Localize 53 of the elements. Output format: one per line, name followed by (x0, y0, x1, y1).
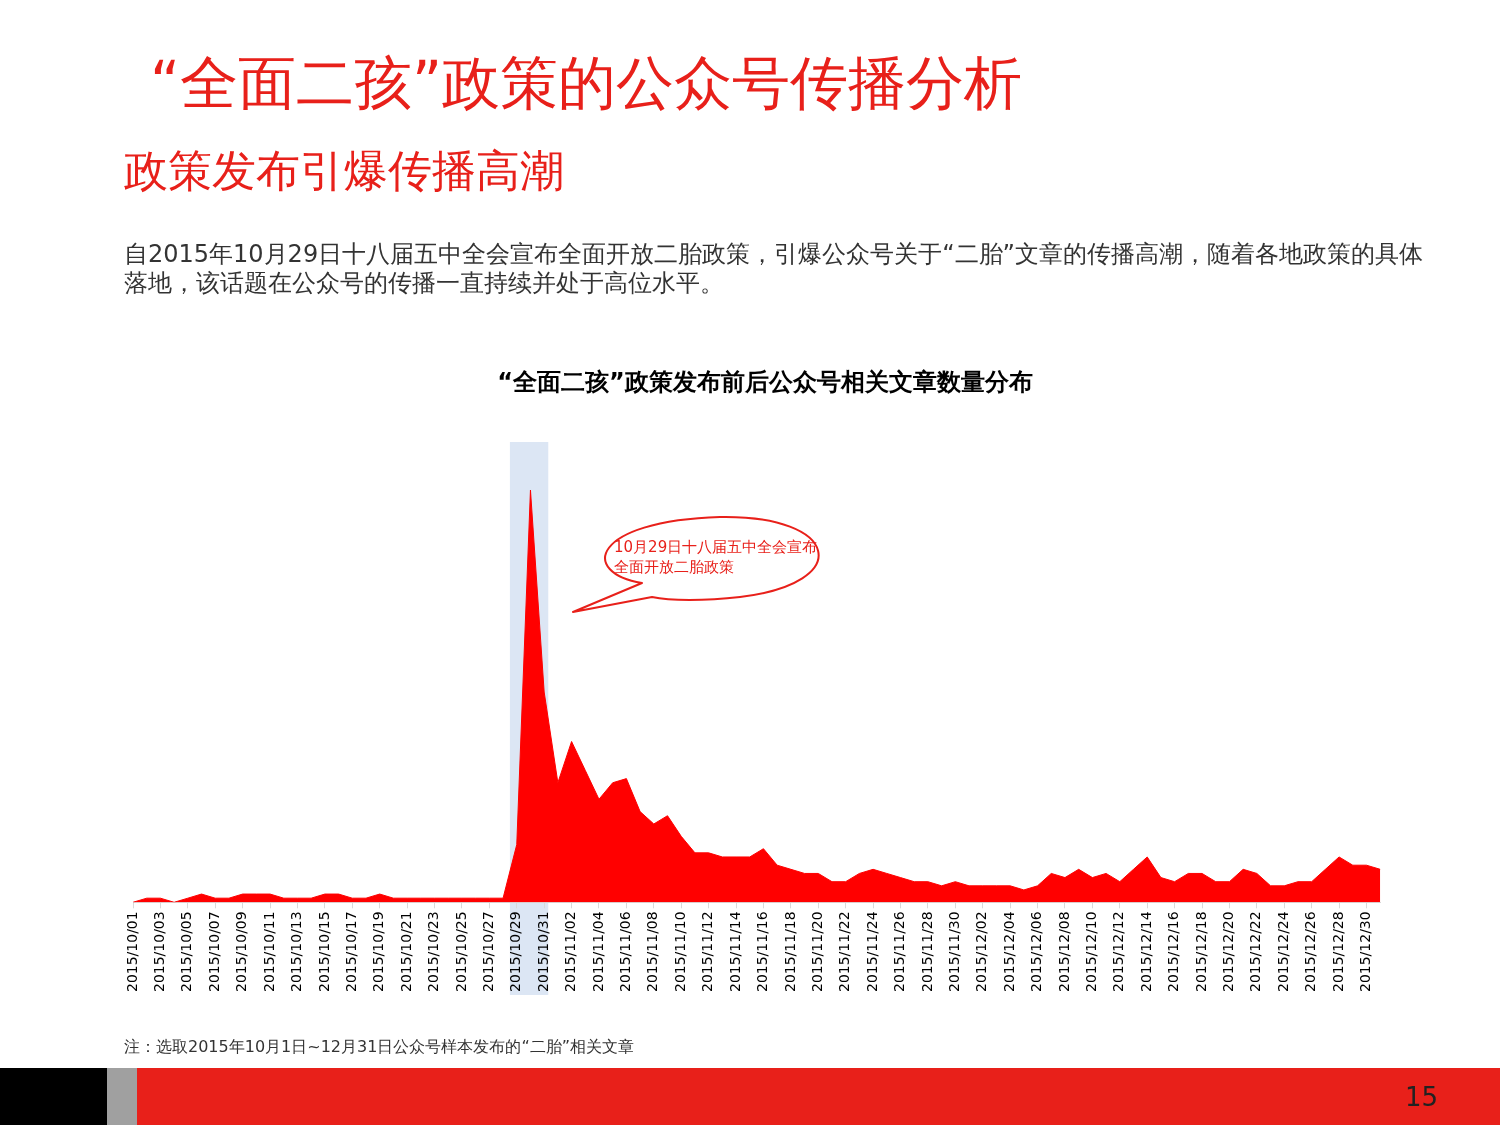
x-tick-label: 2015/10/21 (397, 911, 414, 993)
chart-title: “全面二孩”政策发布前后公众号相关文章数量分布 (496, 367, 1034, 398)
x-tick-label: 2015/12/02 (973, 911, 990, 993)
x-tick-label: 2015/10/19 (370, 911, 387, 993)
text: “全面二孩”政策的公众号传播分析 (150, 48, 1023, 119)
x-tick-label: 2015/11/02 (562, 911, 579, 993)
x-tick-label: 2015/10/23 (425, 911, 442, 993)
x-tick-label: 2015/11/30 (945, 911, 962, 993)
x-tick-label: 2015/11/08 (644, 911, 661, 993)
x-tick-label: 2015/12/30 (1357, 911, 1374, 993)
text: 自2015年10月29日十八届五中全会宣布全面开放二胎政策，引爆公众号关于“二胎”文章的传播高潮，随着各地政策的具体落地，该话题在公众号的传播一直持续并处于高位水平。 (124, 240, 1424, 298)
x-tick-label: 2015/11/04 (589, 911, 606, 993)
x-tick-label: 2015/12/08 (1055, 911, 1072, 993)
x-tick-label: 2015/12/22 (1247, 911, 1264, 993)
x-tick-label: 2015/11/12 (699, 911, 716, 993)
x-tick-label: 2015/12/28 (1329, 911, 1346, 993)
x-tick-label: 2015/12/04 (1000, 911, 1017, 993)
x-tick-label: 2015/11/20 (808, 911, 825, 993)
x-tick-label: 2015/10/29 (507, 911, 524, 993)
annotation: 10月29日十八届五中全会宣布全面开放二胎政策 (614, 537, 819, 577)
x-tick-label: 2015/10/09 (233, 911, 250, 993)
x-tick-label: 2015/11/14 (726, 911, 743, 993)
x-tick-label: 2015/10/17 (342, 911, 359, 993)
x-tick-label: 2015/12/20 (1220, 911, 1237, 993)
x-tick-label: 2015/11/24 (863, 911, 880, 993)
x-tick-label: 2015/12/06 (1028, 911, 1045, 993)
x-tick-label: 2015/11/28 (918, 911, 935, 993)
text: 15 (1405, 1082, 1439, 1112)
x-tick-label: 2015/12/10 (1083, 911, 1100, 993)
text: 注：选取2015年10月1日~12月31日公众号样本发布的“二胎”相关文章 (124, 1037, 634, 1058)
x-tick-label: 2015/12/14 (1137, 911, 1154, 993)
x-tick-label: 2015/10/11 (260, 911, 277, 993)
x-tick-label: 2015/11/16 (754, 911, 771, 993)
x-tick-label: 2015/10/03 (151, 911, 168, 993)
x-tick-label: 2015/11/10 (671, 911, 688, 993)
chart-subtitle: 政策发布引爆传播高潮 (124, 144, 564, 198)
x-tick-label: 2015/11/18 (781, 911, 798, 993)
x-tick-label: 2015/10/25 (452, 911, 469, 993)
x-tick-label: 2015/10/15 (315, 911, 332, 993)
x-tick-label: 2015/10/31 (534, 911, 551, 993)
x-tick-label: 2015/10/07 (205, 911, 222, 993)
x-tick-label: 2015/12/16 (1165, 911, 1182, 993)
x-tick-label: 2015/12/24 (1274, 911, 1291, 993)
x-tick-label: 2015/11/22 (836, 911, 853, 993)
x-tick-label: 2015/10/05 (178, 911, 195, 993)
x-tick-label: 2015/11/06 (617, 911, 634, 993)
x-tick-label: 2015/12/18 (1192, 911, 1209, 993)
x-tick-label: 2015/10/01 (123, 911, 140, 993)
x-tick-label: 2015/10/13 (288, 911, 305, 993)
x-tick-label: 2015/12/26 (1302, 911, 1319, 993)
x-tick-label: 2015/11/26 (891, 911, 908, 993)
x-tick-label: 2015/10/27 (479, 911, 496, 993)
x-tick-label: 2015/12/12 (1110, 911, 1127, 993)
